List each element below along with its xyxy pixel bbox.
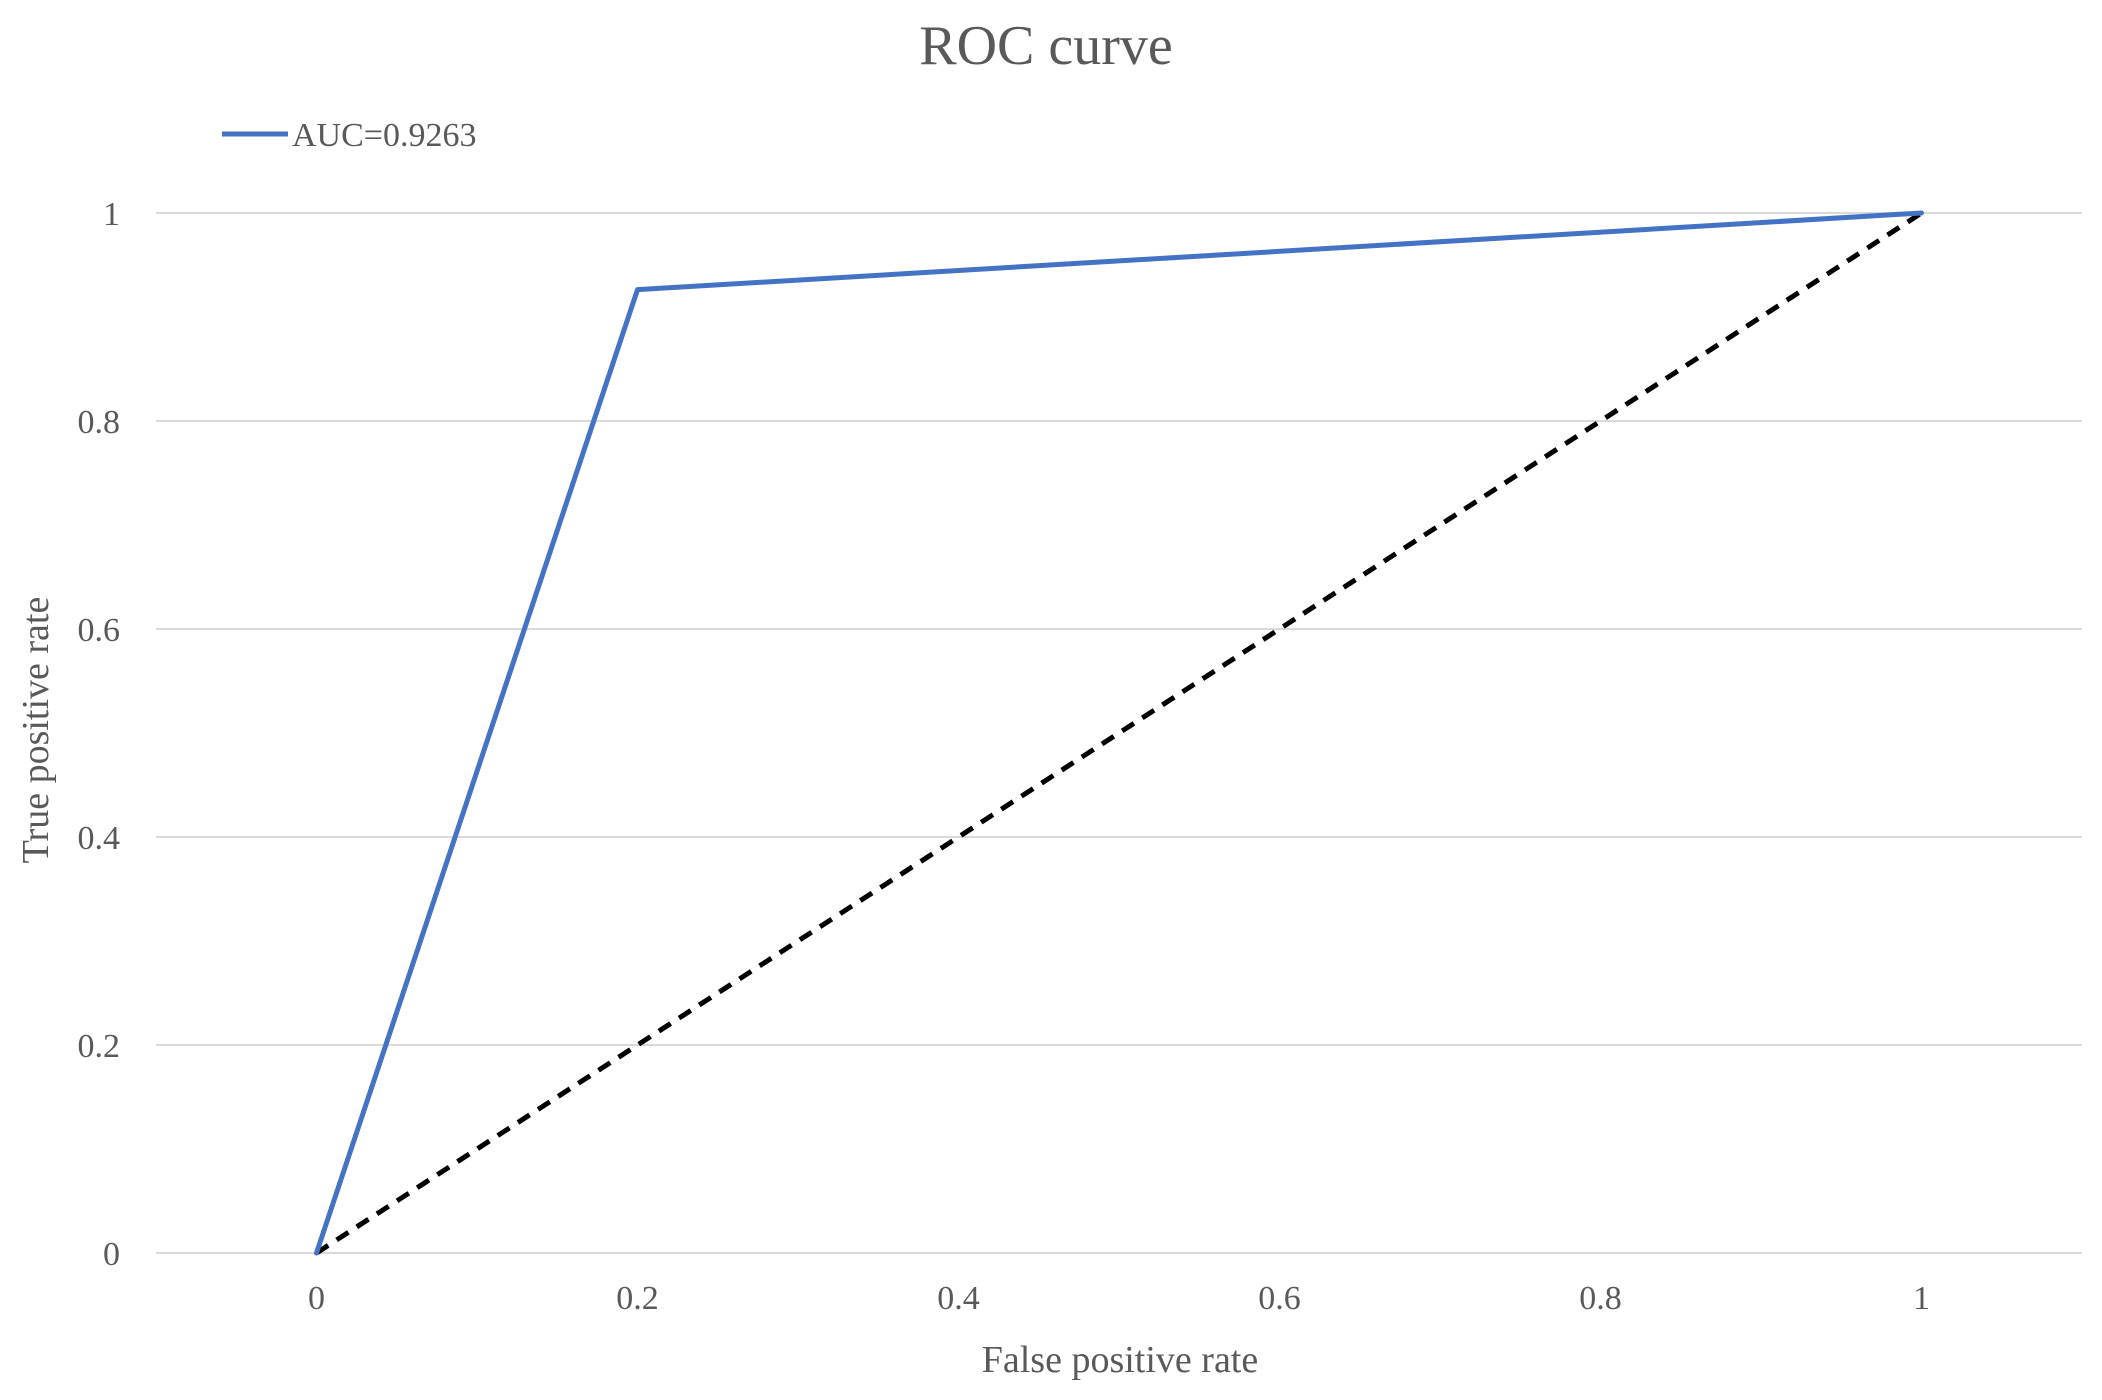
x-tick-label: 0.6 bbox=[1258, 1280, 1301, 1317]
y-tick-label: 0.8 bbox=[78, 404, 121, 441]
x-tick-label: 0.4 bbox=[937, 1280, 980, 1317]
x-axis-ticks: 0 0.2 0.4 0.6 0.8 1 bbox=[308, 1280, 1930, 1317]
legend-label-auc: AUC=0.9263 bbox=[292, 117, 476, 154]
y-tick-label: 0.4 bbox=[78, 820, 121, 857]
x-axis-title: False positive rate bbox=[982, 1339, 1258, 1381]
series-line-roc bbox=[314, 210, 1924, 1256]
y-axis-title: True positive rate bbox=[15, 597, 57, 864]
legend: AUC=0.9263 bbox=[222, 117, 476, 154]
gridlines bbox=[156, 212, 2082, 1254]
chart-title: ROC curve bbox=[919, 15, 1173, 77]
y-axis-ticks: 0 0.2 0.4 0.6 0.8 1 bbox=[78, 196, 121, 1273]
series-layer bbox=[314, 210, 1924, 1256]
x-tick-label: 0.8 bbox=[1579, 1280, 1622, 1317]
y-tick-label: 1 bbox=[103, 196, 120, 233]
y-tick-label: 0 bbox=[103, 1236, 120, 1273]
x-tick-label: 0.2 bbox=[616, 1280, 659, 1317]
x-tick-label: 1 bbox=[1913, 1280, 1930, 1317]
y-tick-label: 0.6 bbox=[78, 612, 121, 649]
y-tick-label: 0.2 bbox=[78, 1028, 121, 1065]
x-tick-label: 0 bbox=[308, 1280, 325, 1317]
series-line-chance bbox=[315, 210, 1923, 1256]
